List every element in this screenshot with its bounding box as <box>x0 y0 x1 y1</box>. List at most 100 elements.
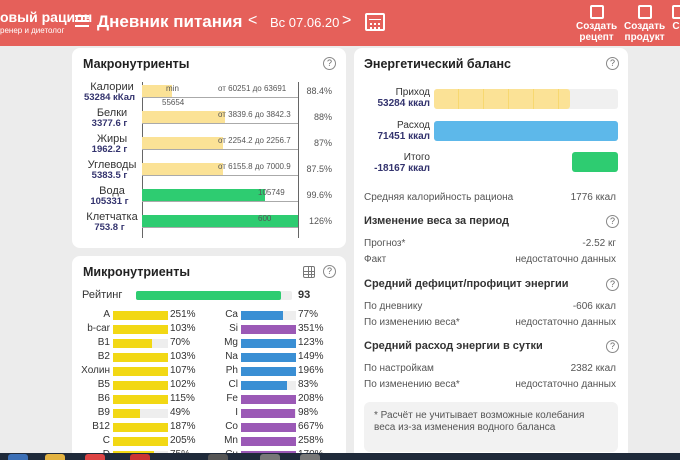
window-icon[interactable] <box>260 454 280 460</box>
macro-range: от 3839.6 до 3842.3 <box>218 110 291 119</box>
micro-name: B2 <box>97 351 110 362</box>
by-weight-value: недостаточно данных <box>515 317 616 328</box>
micro-item[interactable]: Ca 77% <box>208 309 333 322</box>
start-icon[interactable] <box>8 454 28 460</box>
micro-percent: 123% <box>298 337 324 348</box>
micro-item[interactable]: B12 187% <box>80 421 205 434</box>
micro-percent: 149% <box>298 351 324 362</box>
total-value: -18167 ккал <box>374 163 430 174</box>
macro-range: от 2254.2 до 2256.7 <box>218 136 291 145</box>
micro-bar <box>241 311 284 320</box>
macro-value: 753.8 г <box>94 222 125 233</box>
micronutrients-card: Микронутриенты ? Рейтинг 93 A 251% b-car 10… <box>72 256 346 460</box>
logo-title[interactable]: овый рацион <box>0 9 93 25</box>
window-icon[interactable] <box>300 454 320 460</box>
create-product-button[interactable]: Создать продукт <box>624 5 665 43</box>
micro-item[interactable]: A 251% <box>80 309 205 322</box>
logo-subtitle: ренер и диетолог <box>0 26 65 35</box>
micro-bar <box>113 437 168 446</box>
micro-item[interactable]: Холин 107% <box>80 365 205 378</box>
water-balance-note: * Расчёт не учитывает возможные колебани… <box>364 402 618 452</box>
extra-button[interactable]: Со <box>672 5 680 32</box>
micro-percent: 103% <box>170 351 196 362</box>
total-label: Итого <box>403 152 430 163</box>
micro-item[interactable]: Mn 258% <box>208 435 333 448</box>
total-bar <box>572 152 618 172</box>
micronutrients-title: Микронутриенты <box>83 265 191 279</box>
browser-icon[interactable] <box>85 454 105 460</box>
macro-percent: 126% <box>308 216 332 226</box>
micro-item[interactable]: B9 49% <box>80 407 205 420</box>
help-icon[interactable]: ? <box>606 340 619 353</box>
micro-percent: 103% <box>170 323 196 334</box>
micro-item[interactable]: B6 115% <box>80 393 205 406</box>
micro-item[interactable]: Co 667% <box>208 421 333 434</box>
macro-range: от 60251 до 63691 <box>218 84 287 93</box>
micro-item[interactable]: C 205% <box>80 435 205 448</box>
micro-item[interactable]: Mg 123% <box>208 337 333 350</box>
micro-bar <box>113 409 140 418</box>
micro-name: Холин <box>81 365 110 376</box>
macro-range: 105749 <box>258 188 285 197</box>
micro-item[interactable]: b-car 103% <box>80 323 205 336</box>
table-icon[interactable] <box>303 266 315 278</box>
micro-item[interactable]: Fe 208% <box>208 393 333 406</box>
macronutrients-card: Макронутриенты ? Калории 53284 кКал min 556… <box>72 48 346 248</box>
help-icon[interactable]: ? <box>606 278 619 291</box>
micro-percent: 251% <box>170 309 196 320</box>
micro-item[interactable]: I 98% <box>208 407 333 420</box>
page-title: Дневник питания <box>97 12 243 31</box>
macro-track <box>142 227 298 228</box>
window-icon[interactable] <box>208 454 228 460</box>
micro-name: b-car <box>87 323 110 334</box>
micro-item[interactable]: Ph 196% <box>208 365 333 378</box>
micro-name: Co <box>225 421 238 432</box>
create-product-label-2: продукт <box>624 32 665 43</box>
micro-name: Fe <box>226 393 238 404</box>
folder-icon[interactable] <box>45 454 65 460</box>
prev-date-button[interactable]: < <box>248 12 258 29</box>
micro-percent: 205% <box>170 435 196 446</box>
menu-icon[interactable] <box>75 15 89 27</box>
micro-item[interactable]: Cl 83% <box>208 379 333 392</box>
macro-percent: 88% <box>313 112 332 122</box>
micro-bar <box>113 311 168 320</box>
micro-item[interactable]: B1 70% <box>80 337 205 350</box>
micro-bar <box>113 339 152 348</box>
macro-value: 53284 кКал <box>83 92 136 103</box>
calendar-icon[interactable] <box>365 13 385 31</box>
help-icon[interactable]: ? <box>323 265 336 278</box>
app-icon[interactable] <box>130 454 150 460</box>
product-icon <box>637 5 652 19</box>
micro-item[interactable]: Na 149% <box>208 351 333 364</box>
rating-bar <box>136 291 282 300</box>
macro-bar <box>142 215 298 227</box>
by-weight-value-2: недостаточно данных <box>515 379 616 390</box>
help-icon[interactable]: ? <box>323 57 336 70</box>
micro-bar-track <box>113 409 168 418</box>
macro-name: Вода <box>99 185 125 197</box>
micro-name: B6 <box>97 393 110 404</box>
create-recipe-button[interactable]: Создать рецепт <box>576 5 617 43</box>
rating-label: Рейтинг <box>82 289 123 301</box>
next-date-button[interactable]: > <box>342 12 352 29</box>
help-icon[interactable]: ? <box>606 57 619 70</box>
macro-track <box>142 97 298 98</box>
help-icon[interactable]: ? <box>606 215 619 228</box>
macro-bar <box>142 111 225 123</box>
micro-item[interactable]: B5 102% <box>80 379 205 392</box>
macro-track <box>142 201 298 202</box>
micro-bar <box>113 395 168 404</box>
create-product-label-1: Создать <box>624 21 666 32</box>
weight-change-title: Изменение веса за период <box>364 215 510 227</box>
macro-percent: 87% <box>313 138 332 148</box>
micro-percent: 77% <box>298 309 319 320</box>
macro-value: 3377.6 г <box>91 118 128 129</box>
micro-percent: 667% <box>298 421 324 432</box>
micro-bar <box>113 325 168 334</box>
min-line <box>142 82 143 238</box>
micro-item[interactable]: Si 351% <box>208 323 333 336</box>
micro-percent: 115% <box>170 393 195 404</box>
micro-item[interactable]: B2 103% <box>80 351 205 364</box>
macro-track <box>142 149 298 150</box>
